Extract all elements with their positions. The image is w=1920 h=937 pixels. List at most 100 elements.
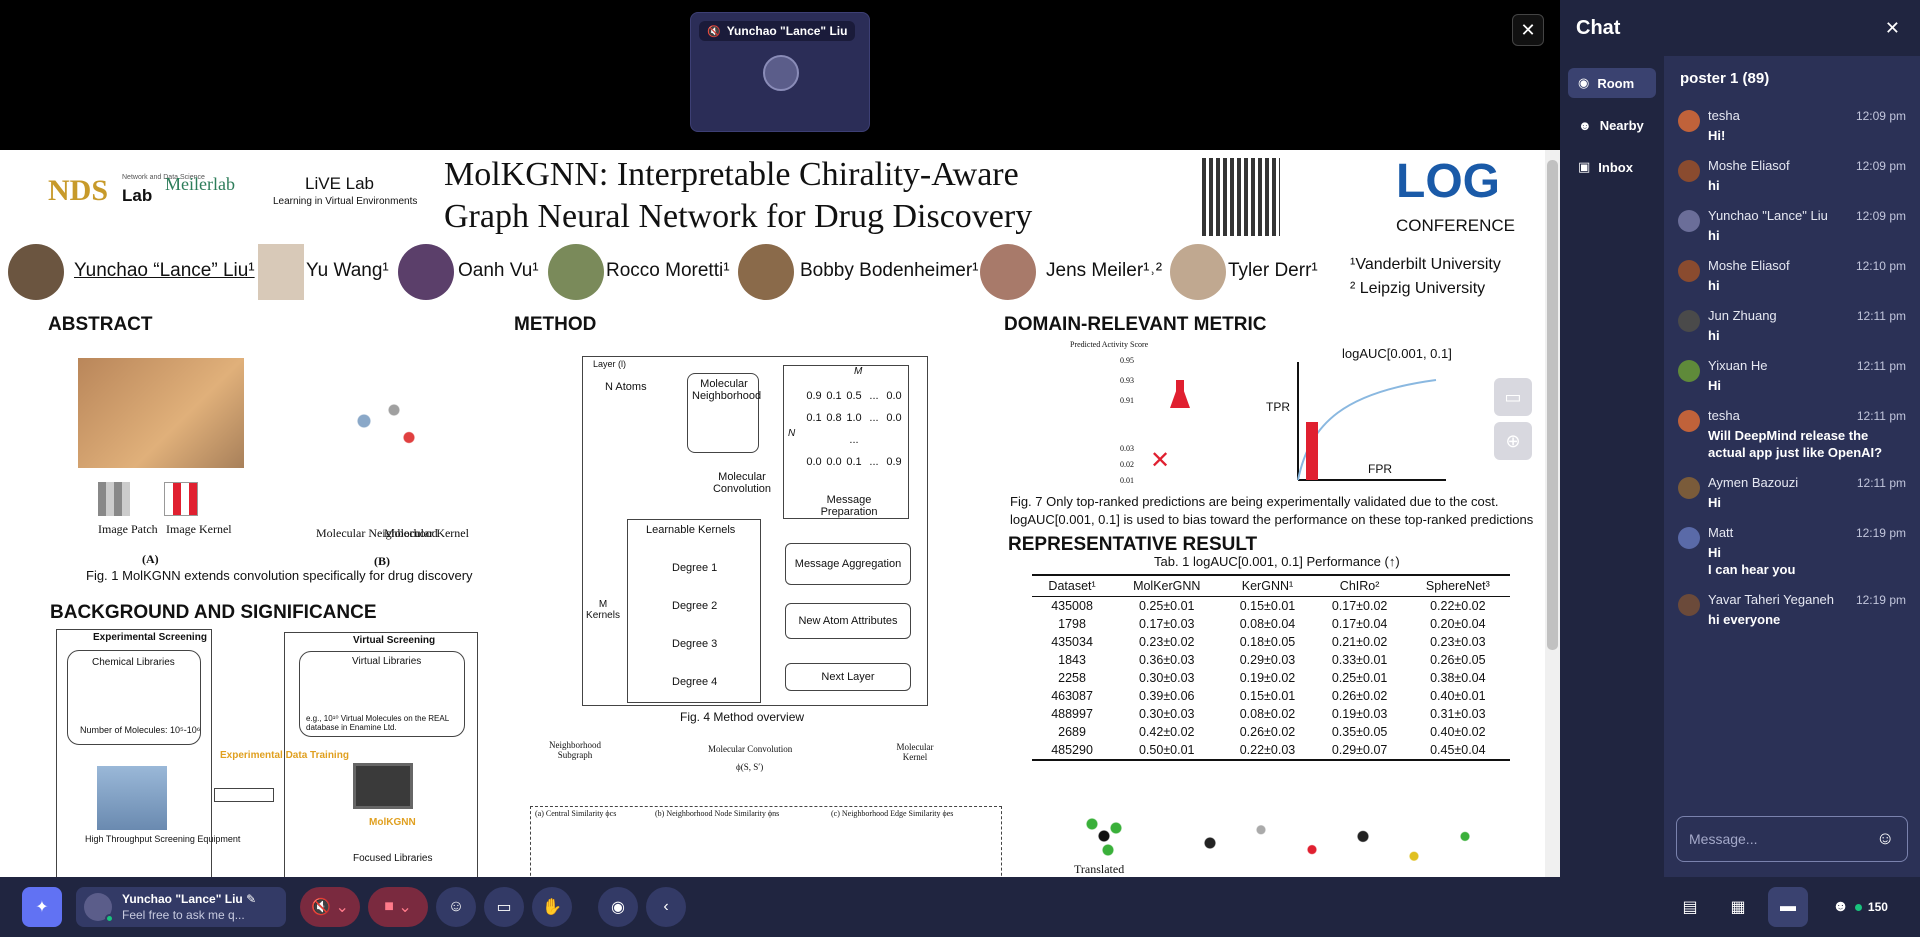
chat-nav-label: Inbox [1598,159,1633,175]
table-cell: 0.21±0.02 [1331,635,1388,649]
chem-library-box: Chemical Libraries Number of Molecules: … [67,650,201,745]
table-header: KerGNN¹ [1241,579,1294,593]
molkgnn-label: MolKGNN [369,817,416,828]
message-author[interactable]: Yavar Taheri Yeganeh [1708,592,1835,607]
chat-nav-nearby[interactable]: ☻ Nearby [1568,110,1656,140]
whiteboard-icon[interactable]: ▤ [1682,899,1698,916]
chevron-down-icon[interactable]: ⌄ [335,899,349,916]
message-text: hi [1708,278,1720,293]
chat-message: tesha 12:09 pm Hi! [1664,101,1920,151]
table-cell: 0.23±0.02 [1138,635,1195,649]
avatar[interactable] [1678,310,1700,332]
avatar[interactable] [1678,360,1700,382]
avatar[interactable] [1678,210,1700,232]
message-author[interactable]: Yunchao "Lance" Liu [1708,208,1828,223]
table-cell: 0.45±0.04 [1430,743,1486,757]
close-icon[interactable]: ✕ [1512,14,1544,46]
message-author[interactable]: Matt [1708,525,1734,540]
camera-toggle-button[interactable]: ■ ⌄ [368,887,428,927]
abstract-label: Molecular Neighborhood [316,526,438,540]
mic-toggle-button[interactable]: 🔇 ⌄ [300,887,360,927]
matrix-cell: ... [849,434,859,446]
poster-title-line1: MolKGNN: Interpretable Chirality-Aware [444,156,1019,193]
emoji-icon[interactable]: ☺ [436,887,476,927]
screen-share-icon[interactable]: ▭ [484,887,524,927]
video-tile[interactable]: 🔇 Yunchao "Lance" Liu [690,12,870,132]
message-time: 12:11 pm [1856,476,1906,490]
avatar[interactable] [1678,477,1700,499]
message-author[interactable]: Moshe Eliasof [1708,258,1790,273]
chat-icon[interactable]: ▬ [1768,887,1808,927]
table-cell: 1798 [1058,617,1086,631]
edit-icon[interactable]: ✎ [246,892,257,906]
affiliation: ¹Vanderbilt University [1350,256,1501,273]
abstract-label: Image Kernel [166,522,232,536]
avatar[interactable] [1678,160,1700,182]
table-cell: 488997 [1051,707,1093,721]
result-heading: REPRESENTATIVE RESULT [1008,534,1258,555]
zoom-icon[interactable]: ⊕ [1494,422,1532,460]
table-cell: 0.26±0.02 [1331,689,1388,703]
message-text: Hi [1708,545,1721,560]
table-header: ChIRo² [1339,579,1380,593]
screen-share-icon[interactable]: ▭ [1494,378,1532,416]
table-cell: 0.22±0.02 [1430,599,1486,613]
matrix-cell: 0.0 [806,456,822,468]
emoji-icon[interactable]: ☺ [1876,828,1895,848]
chat-header: Chat ✕ [1560,0,1920,56]
virtual-library-box: Virtual Libraries e.g., 10¹⁰ Virtual Mol… [299,651,465,737]
avatar[interactable] [1678,527,1700,549]
table-cell: 0.22±0.03 [1239,743,1296,757]
chat-nav-inbox[interactable]: ▣ Inbox [1568,152,1656,182]
message-author[interactable]: Moshe Eliasof [1708,158,1790,173]
avatar[interactable] [1678,260,1700,282]
pred-label: Predicted Activity Score [1070,340,1149,349]
roc-curve [1297,379,1437,481]
chat-nav-room[interactable]: ◉ Room [1568,68,1656,98]
table-cell: 0.19±0.02 [1239,671,1296,685]
table-cell: 0.08±0.04 [1239,617,1296,631]
close-icon[interactable]: ✕ [1884,17,1900,38]
avatar[interactable] [1678,594,1700,616]
exp-lib: Chemical Libraries [92,657,175,668]
chevron-left-icon[interactable]: ‹ [646,887,686,927]
message-author[interactable]: Yixuan He [1708,358,1768,373]
message-author[interactable]: Jun Zhuang [1708,308,1777,323]
app-menu-icon[interactable]: ✦ [22,887,62,927]
method-layer: Layer (l) [593,359,627,369]
table-cell: 0.17±0.02 [1331,599,1388,613]
raise-hand-icon[interactable]: ✋ [532,887,572,927]
author-photo [8,244,64,300]
matrix-m-label: M [854,366,863,377]
chat-message: Yunchao "Lance" Liu 12:09 pm hi [1664,201,1920,251]
avatar[interactable] [1678,410,1700,432]
message-author[interactable]: tesha [1708,408,1740,423]
learnable-kernels-box: Learnable Kernels Degree 1 Degree 2 Degr… [627,519,761,703]
camera-icon[interactable]: ◉ [598,887,638,927]
table-cell: 0.36±0.03 [1138,653,1195,667]
message-time: 12:19 pm [1855,593,1906,607]
message-author[interactable]: Aymen Bazouzi [1708,475,1799,490]
calendar-icon[interactable]: ▦ [1730,899,1746,916]
participants-button[interactable]: ☻ 150 [1820,887,1900,927]
matrix-cell: ... [869,456,879,468]
table-row: 2258 0.30±0.03 0.19±0.02 0.25±0.01 0.38±0.04 [1032,669,1510,687]
avatar[interactable] [1678,110,1700,132]
matrix-cell: 0.1 [846,456,862,468]
metric-heading: DOMAIN-RELEVANT METRIC [1004,314,1267,335]
table-cell: 0.18±0.05 [1239,635,1296,649]
scrollbar-thumb[interactable] [1547,160,1558,650]
similarity-label: (c) Neighborhood Edge Similarity ϕes [831,809,954,818]
message-input[interactable] [1676,816,1908,862]
affiliation: ² Leipzig University [1350,280,1486,297]
message-author[interactable]: tesha [1708,108,1740,123]
profile-button[interactable]: Yunchao "Lance" Liu ✎ Feel free to ask m… [76,887,286,927]
author-photo [1170,244,1226,300]
roc-plot [1297,362,1446,481]
abstract-heading: ABSTRACT [48,314,153,335]
reject-icon: ✕ [1150,447,1171,474]
score-value: 0.03 [1120,444,1134,453]
chevron-down-icon[interactable]: ⌄ [398,899,412,916]
method-diagram: Layer (l) N Atoms Molecular Neighborhood… [582,356,928,706]
message-time: 12:09 pm [1855,109,1906,123]
